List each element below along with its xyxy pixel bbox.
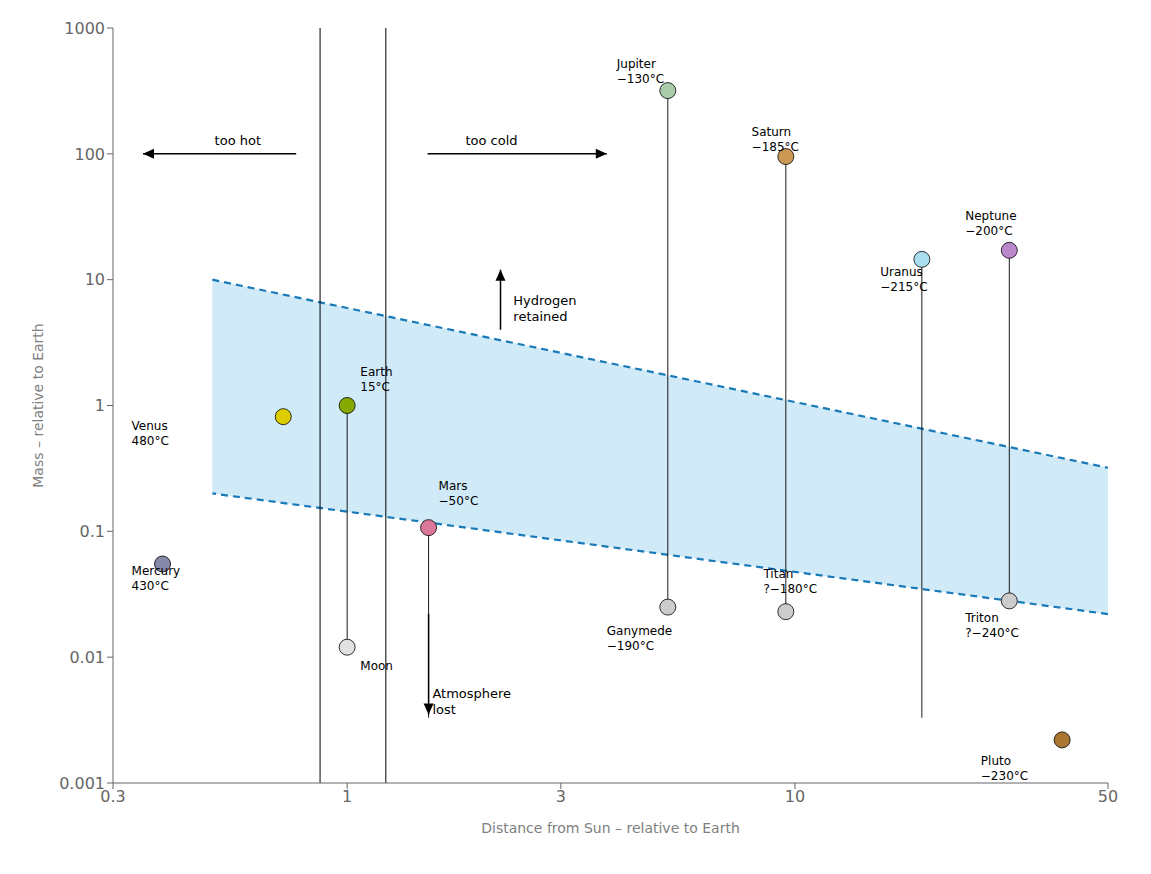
svg-text:Distance from Sun – relative t: Distance from Sun – relative to Earth: [481, 820, 740, 836]
svg-text:Mass – relative to Earth: Mass – relative to Earth: [30, 323, 46, 487]
svg-text:Jupiter−130°C: Jupiter−130°C: [616, 57, 664, 86]
svg-text:Ganymede−190°C: Ganymede−190°C: [607, 624, 672, 653]
svg-text:0.3: 0.3: [100, 787, 126, 807]
svg-text:0.01: 0.01: [69, 648, 105, 667]
svg-text:Saturn−185°C: Saturn−185°C: [752, 125, 799, 154]
svg-text:10: 10: [85, 270, 105, 289]
svg-text:Uranus−215°C: Uranus−215°C: [880, 265, 927, 294]
svg-text:Hydrogenretained: Hydrogenretained: [513, 292, 576, 323]
svg-text:too hot: too hot: [215, 132, 261, 147]
svg-text:Neptune−200°C: Neptune−200°C: [965, 209, 1016, 238]
svg-text:0.001: 0.001: [59, 774, 105, 793]
svg-text:10: 10: [785, 787, 805, 806]
svg-text:Mars−50°C: Mars−50°C: [439, 479, 479, 508]
svg-text:Atmospherelost: Atmospherelost: [432, 686, 511, 717]
svg-text:Pluto−230°C: Pluto−230°C: [981, 754, 1028, 783]
svg-text:50: 50: [1098, 787, 1118, 806]
svg-text:Venus480°C: Venus480°C: [132, 419, 169, 448]
svg-text:Titan?−180°C: Titan?−180°C: [762, 567, 817, 596]
svg-text:3: 3: [556, 787, 566, 806]
svg-text:Triton?−240°C: Triton?−240°C: [964, 611, 1019, 640]
svg-text:100: 100: [74, 145, 105, 164]
svg-text:Moon: Moon: [360, 659, 393, 673]
svg-text:1: 1: [342, 787, 352, 806]
svg-text:Mercury430°C: Mercury430°C: [132, 564, 181, 593]
svg-text:too cold: too cold: [465, 132, 517, 147]
svg-text:1: 1: [95, 396, 105, 415]
svg-text:Earth15°C: Earth15°C: [360, 365, 392, 394]
svg-text:0.1: 0.1: [80, 522, 105, 541]
svg-text:1000: 1000: [64, 19, 105, 38]
